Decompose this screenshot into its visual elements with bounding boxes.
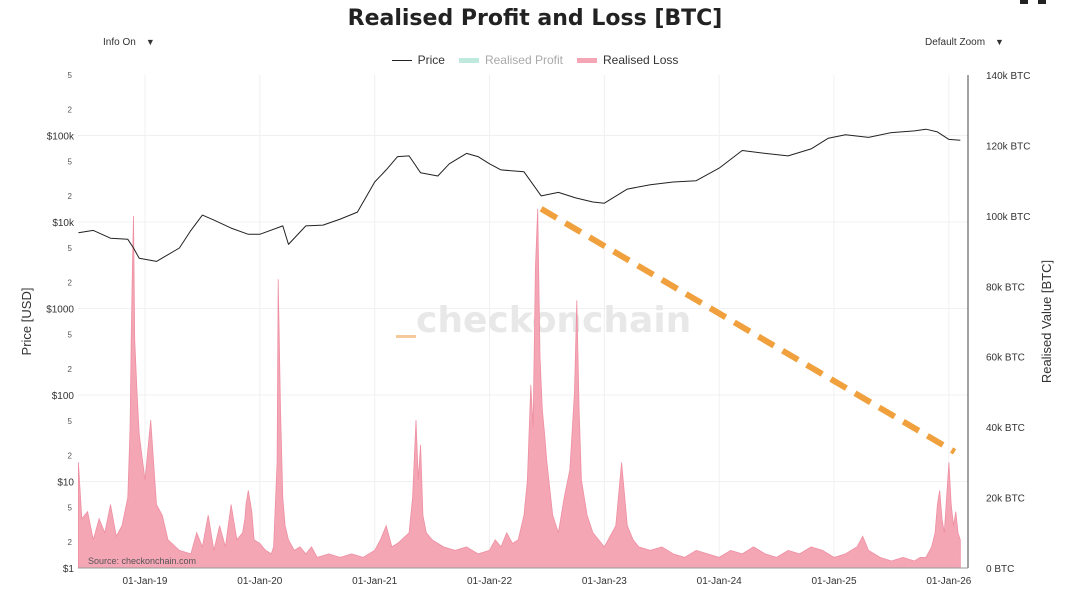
chevron-down-icon: ▼ [995, 37, 1004, 47]
chart-legend: Price Realised Profit Realised Loss [0, 53, 1070, 67]
x-tick-label: 01-Jan-25 [812, 576, 857, 587]
info-dropdown[interactable]: Info On ▼ [103, 33, 155, 51]
info-dropdown-label: Info On [103, 36, 136, 48]
y-left-minor-tick: 5 [68, 504, 73, 513]
y-left-tick-label: $1000 [46, 304, 74, 315]
legend-item-realised-loss[interactable]: Realised Loss [577, 53, 678, 67]
x-tick-label: 01-Jan-23 [582, 576, 627, 587]
legend-item-price[interactable]: Price [391, 53, 445, 67]
dashed-trendline [539, 206, 957, 455]
x-tick-label: 01-Jan-22 [467, 576, 512, 587]
legend-swatch-realised-loss [577, 57, 597, 63]
x-tick-label: 01-Jan-24 [697, 576, 742, 587]
x-tick-label: 01-Jan-21 [352, 576, 397, 587]
y-left-minor-tick: 5 [68, 331, 73, 340]
legend-label-realised-profit: Realised Profit [484, 53, 563, 67]
y-left-tick-label: $100 [52, 391, 75, 402]
y-left-tick-label: $10k [52, 218, 75, 229]
window-controls [1020, 0, 1046, 4]
y-right-tick-label: 140k BTC [986, 71, 1030, 82]
realised-loss-area [77, 208, 961, 569]
y-right-tick-label: 120k BTC [986, 141, 1030, 152]
y-left-minor-tick: 2 [68, 451, 73, 460]
control-dot [1020, 0, 1028, 4]
zoom-dropdown[interactable]: Default Zoom ▼ [925, 33, 1004, 51]
source-label: Source: checkonchain.com [88, 556, 196, 566]
zoom-dropdown-label: Default Zoom [925, 36, 986, 48]
y-right-tick-label: 80k BTC [986, 282, 1025, 293]
y-left-minor-tick: 5 [68, 417, 73, 426]
y-right-tick-label: 60k BTC [986, 353, 1025, 364]
y-left-minor-tick: 2 [68, 105, 73, 114]
grid [78, 75, 968, 569]
y-right-axis-title: Realised Value [BTC] [1039, 260, 1054, 383]
chart-title: Realised Profit and Loss [BTC] [347, 6, 723, 31]
y-left-minor-tick: 5 [68, 71, 73, 80]
chevron-down-icon: ▼ [145, 37, 155, 47]
y-left-minor-tick: 2 [68, 278, 73, 287]
realised-loss-series [77, 208, 961, 569]
y-left-minor-tick: 2 [68, 192, 73, 201]
legend-swatch-realised-profit [458, 57, 479, 63]
y-left-minor-tick: 5 [68, 158, 73, 167]
y-left-axis-title: Price [USD] [19, 288, 34, 356]
y-right-tick-label: 100k BTC [986, 212, 1030, 223]
axes: 01-Jan-19 01-Jan-20 01-Jan-21 01-Jan-22 01-J… [19, 71, 1054, 587]
y-left-tick-label: $100k [47, 131, 75, 142]
y-left-minor-tick: 2 [68, 365, 73, 374]
price-series [78, 128, 961, 262]
y-right-tick-label: 40k BTC [986, 423, 1025, 434]
x-tick-label: 01-Jan-19 [122, 576, 167, 587]
price-line [78, 128, 961, 262]
legend-swatch-price [391, 59, 412, 61]
x-tick-label: 01-Jan-26 [926, 576, 971, 587]
y-left-tick-label: $1 [63, 564, 75, 575]
trendline-annotation [539, 206, 957, 455]
control-dot [1038, 0, 1046, 4]
legend-label-price: Price [417, 53, 445, 67]
y-left-minor-tick: 2 [68, 538, 73, 547]
legend-label-realised-loss: Realised Loss [603, 53, 679, 67]
y-left-minor-tick: 5 [68, 244, 73, 253]
legend-item-realised-profit[interactable]: Realised Profit [458, 53, 563, 67]
x-tick-label: 01-Jan-20 [237, 576, 282, 587]
watermark: checkonchain [416, 300, 691, 341]
y-right-tick-label: 0 BTC [986, 564, 1014, 575]
watermark-accent [396, 335, 416, 338]
y-right-tick-label: 20k BTC [986, 494, 1025, 505]
y-left-tick-label: $10 [57, 477, 74, 488]
